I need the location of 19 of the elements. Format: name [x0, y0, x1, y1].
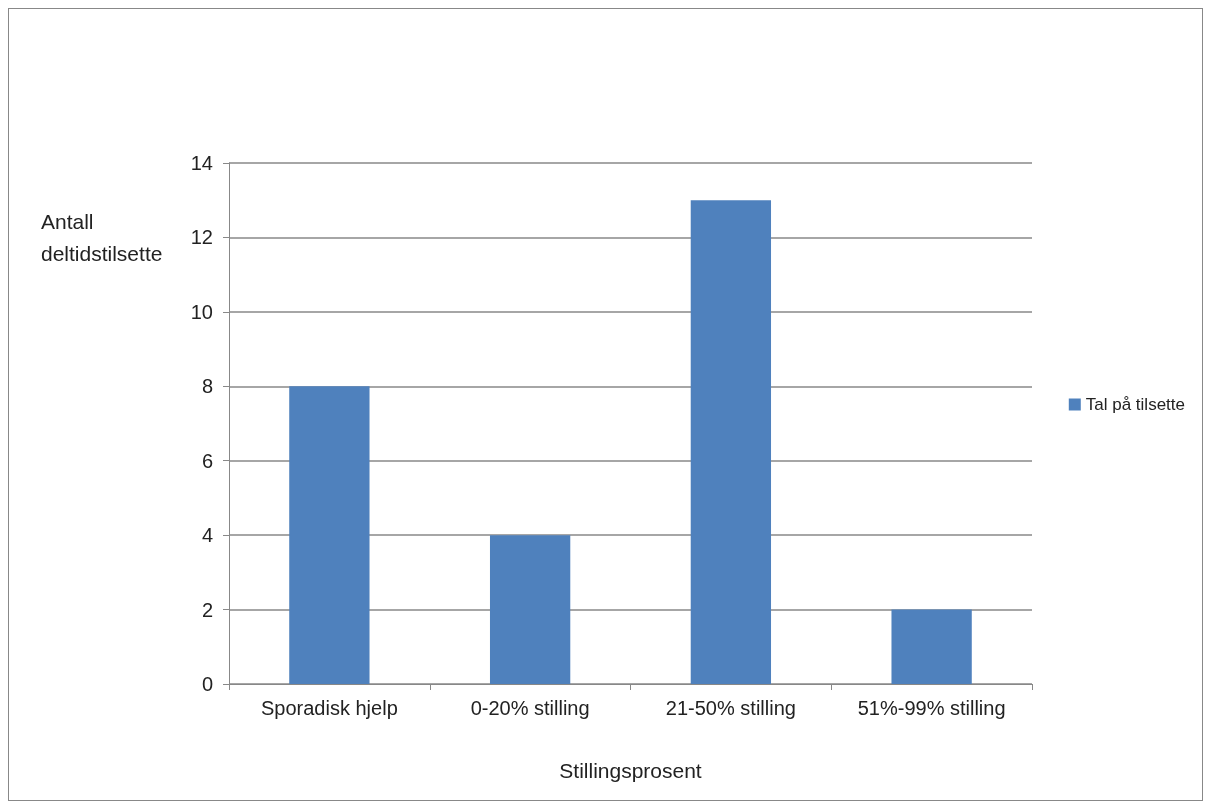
y-tick-label: 12 [190, 226, 213, 249]
bar [690, 200, 772, 684]
y-tick-label: 4 [201, 524, 213, 547]
bar [489, 535, 571, 684]
legend-label: Tal på tilsette [1085, 395, 1186, 414]
y-tick-label: 8 [201, 375, 213, 398]
y-tick-label: 0 [201, 673, 213, 695]
y-tick-label: 10 [190, 300, 213, 323]
y-tick-label: 6 [201, 449, 213, 472]
x-tick-label: 51%-99% stilling [857, 697, 1006, 719]
y-tick-label: 14 [190, 152, 213, 174]
x-tick-label: 21-50% stilling [665, 697, 796, 719]
x-tick-label: 0-20% stilling [470, 697, 590, 719]
bar [891, 609, 972, 684]
x-axis-title: Stillingsprosent [559, 759, 702, 782]
y-axis-title: Antall deltidstilsette [41, 209, 163, 265]
y-tick-label: 2 [201, 598, 213, 621]
x-tick-label: Sporadisk hjelp [261, 697, 398, 719]
bar [289, 386, 370, 684]
